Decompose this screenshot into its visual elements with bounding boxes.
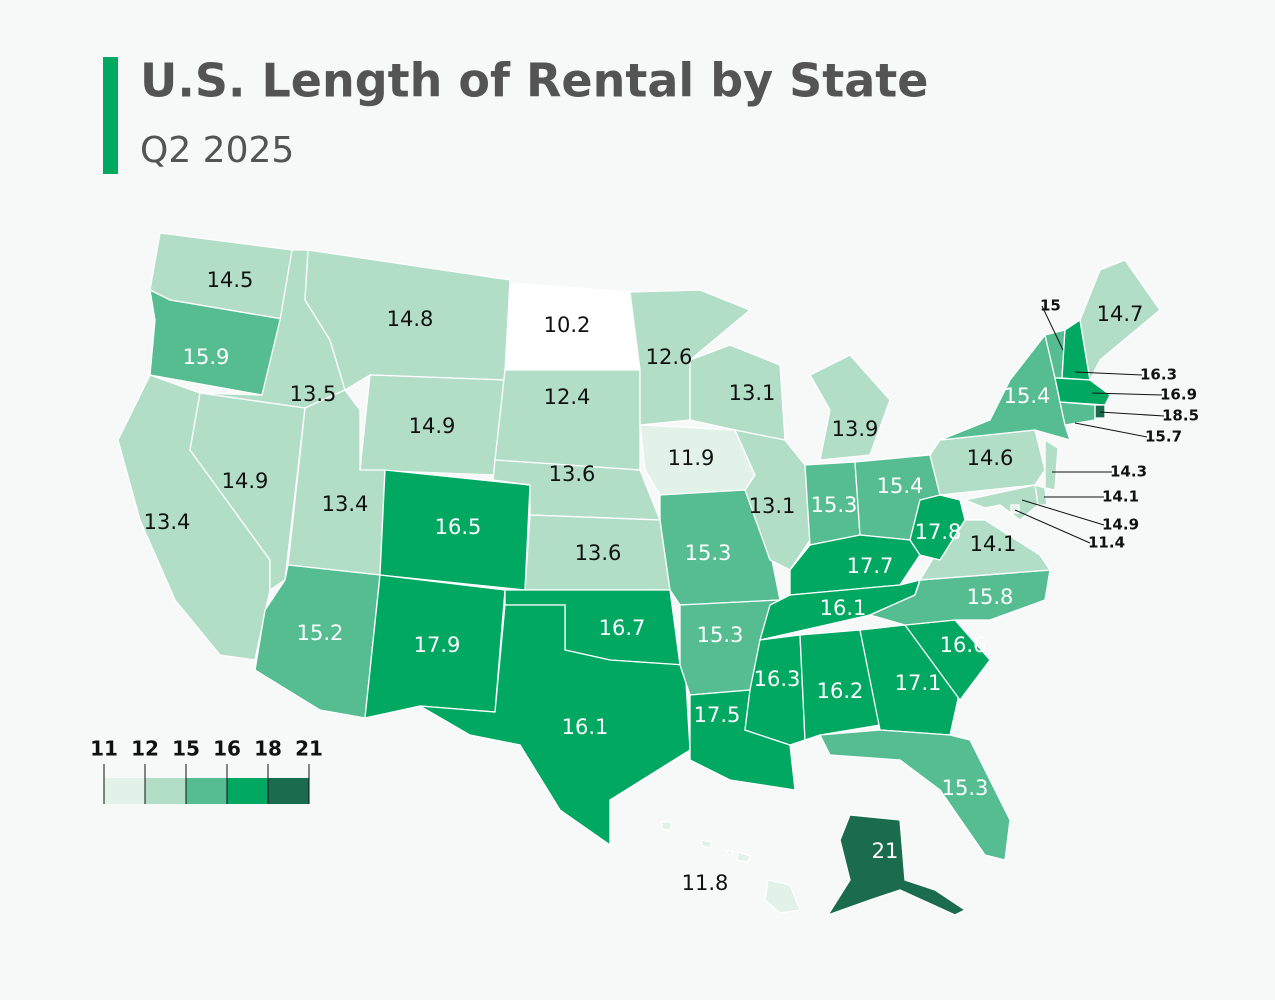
state-value-label: 14.3 (1110, 463, 1147, 481)
state-value-label: 16.1 (820, 596, 867, 620)
state-value-label: 14.6 (967, 446, 1014, 470)
state-value-label: 15.8 (967, 585, 1014, 609)
leader-line (1014, 509, 1091, 544)
legend-tick-label: 18 (254, 737, 282, 761)
chart-subtitle: Q2 2025 (140, 130, 294, 171)
state-value-label: 21 (872, 839, 899, 863)
legend-swatch (104, 778, 145, 804)
state-value-label: 16.7 (599, 616, 646, 640)
state-value-label: 15 (1040, 297, 1061, 315)
chart-title: U.S. Length of Rental by State (140, 54, 928, 108)
state-value-label: 13.9 (832, 417, 879, 441)
state-value-label: 10.2 (544, 313, 591, 337)
legend-tick-label: 16 (213, 737, 241, 761)
state-value-label: 13.6 (549, 462, 596, 486)
state-value-label: 11.4 (1088, 534, 1125, 552)
state (1010, 504, 1020, 514)
state-value-label: 16.3 (1140, 366, 1177, 384)
labels: 14.5 15.9 13.4 13.5 14.9 14.8 14.9 13.4 15.2 16.5… (144, 268, 1199, 895)
state (1059, 401, 1096, 426)
state-value-label: 14.8 (387, 307, 434, 331)
state-value-label: 13.6 (575, 541, 622, 565)
state-value-label: 16.2 (817, 679, 864, 703)
state-value-label: 15.9 (183, 345, 230, 369)
legend: 11 12 15 16 18 21 (90, 737, 323, 804)
state (909, 494, 966, 561)
state-value-label: 17.7 (847, 554, 894, 578)
state (419, 604, 691, 847)
legend-swatch (186, 778, 227, 804)
state-value-label: 17.8 (915, 520, 962, 544)
state-value-label: 14.5 (207, 268, 254, 292)
leader-line (1099, 411, 1165, 417)
state-value-label: 11.9 (668, 446, 715, 470)
leader-line (1041, 305, 1064, 351)
legend-tick-label: 11 (90, 737, 118, 761)
state (859, 624, 961, 736)
state (818, 729, 1011, 861)
state-value-label: 12.4 (544, 385, 591, 409)
state-value-label: 15.3 (811, 493, 858, 517)
leader-line (1091, 392, 1163, 396)
state-value-label: 13.4 (322, 492, 369, 516)
leader-line (1021, 499, 1105, 526)
states (117, 232, 1161, 917)
leader-line (1074, 422, 1148, 438)
state-value-label: 16.1 (562, 715, 609, 739)
state (1044, 438, 1059, 491)
state-value-label: 14.7 (1097, 302, 1144, 326)
legend-tick-label: 12 (131, 737, 159, 761)
state-value-label: 14.1 (970, 532, 1017, 556)
state-value-label: 16.3 (754, 667, 801, 691)
state-value-label: 15.2 (297, 621, 344, 645)
state-value-label: 15.4 (1004, 384, 1051, 408)
state (809, 354, 891, 461)
state-value-label: 16.6 (940, 633, 987, 657)
state (661, 821, 801, 914)
state-value-label: 15.3 (697, 623, 744, 647)
state-value-label: 13.5 (290, 382, 337, 406)
leader-line (1074, 371, 1143, 376)
state-value-label: 15.4 (877, 474, 924, 498)
state-value-label: 14.9 (1102, 516, 1139, 534)
title-accent (103, 57, 118, 174)
legend-swatch (268, 778, 309, 804)
state-value-label: 14.9 (222, 469, 269, 493)
state-value-label: 16.9 (1160, 386, 1197, 404)
state-value-label: 15.3 (685, 541, 732, 565)
state-value-label: 14.1 (1102, 488, 1139, 506)
state-value-label: 16.5 (435, 515, 482, 539)
state-value-label: 13.1 (749, 494, 796, 518)
state-value-label: 13.1 (729, 381, 776, 405)
state-value-label: 17.1 (895, 671, 942, 695)
state-value-label: 17.9 (414, 633, 461, 657)
state-value-label: 13.4 (144, 510, 191, 534)
state (1094, 404, 1106, 419)
state (799, 629, 881, 741)
legend-swatch (145, 778, 186, 804)
state-value-label: 15.7 (1145, 428, 1182, 446)
legend-swatch (227, 778, 268, 804)
state-value-label: 11.8 (682, 871, 729, 895)
state-value-label: 17.5 (694, 703, 741, 727)
state (826, 814, 967, 917)
state (962, 484, 1039, 521)
state-value-label: 18.5 (1162, 407, 1199, 425)
state-value-label: 12.6 (646, 345, 693, 369)
state-value-label: 14.9 (409, 414, 456, 438)
state-value-label: 15.3 (942, 776, 989, 800)
legend-tick-label: 15 (172, 737, 200, 761)
state (1054, 377, 1111, 406)
legend-tick-label: 21 (295, 737, 323, 761)
